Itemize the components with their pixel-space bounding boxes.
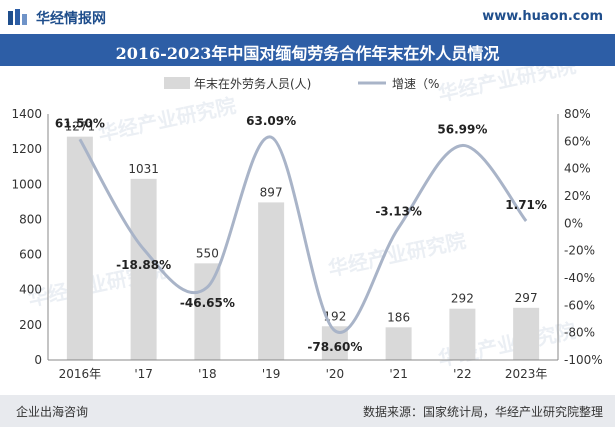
y-right-tick-3: -40% — [564, 271, 595, 285]
bar-0 — [66, 136, 93, 360]
bar-6 — [449, 308, 476, 360]
bar-label-5: 186 — [387, 310, 410, 324]
y-right-tick-0: -100% — [564, 353, 603, 367]
y-right-tick-5: 0% — [564, 216, 583, 230]
bar-1 — [130, 178, 157, 360]
y-right-tick-2: -60% — [564, 298, 595, 312]
logo-icon — [8, 9, 27, 25]
line-label-0: 61.50% — [55, 116, 105, 130]
legend-bar-label: 年末在外劳务人员(人) — [194, 76, 311, 91]
y-left-tick-6: 1200 — [11, 142, 42, 156]
bar-5 — [385, 327, 412, 360]
bar-label-1: 1031 — [128, 162, 159, 176]
bar-label-3: 897 — [260, 185, 283, 199]
y-right-tick-6: 20% — [564, 189, 591, 203]
line-label-3: 63.09% — [246, 114, 296, 128]
bar-label-7: 297 — [515, 291, 538, 305]
y-right-tick-1: -80% — [564, 326, 595, 340]
line-label-7: 1.71% — [505, 198, 547, 212]
y-right-tick-7: 40% — [564, 162, 591, 176]
y-left-tick-4: 800 — [19, 212, 42, 226]
line-label-6: 56.99% — [437, 122, 487, 136]
x-tick-1: '17 — [134, 367, 153, 381]
y-right-tick-9: 80% — [564, 107, 591, 121]
line-label-5: -3.13% — [375, 205, 422, 219]
brand-name: 华经情报网 — [36, 11, 106, 27]
site-url[interactable]: www.huaon.com — [482, 9, 603, 24]
watermark-0: 华经产业研究院 — [96, 93, 238, 146]
growth-line — [78, 135, 528, 334]
footer-source: 数据来源：国家统计局，华经产业研究院整理 — [362, 405, 603, 419]
y-left-tick-0: 0 — [34, 353, 42, 367]
legend-line-label: 增速（% — [392, 77, 439, 91]
x-tick-5: '21 — [389, 367, 408, 381]
footer-left-text: 企业出海咨询 — [16, 405, 89, 419]
bar-2 — [194, 263, 221, 360]
watermark-2: 华经产业研究院 — [436, 66, 578, 106]
footer: 企业出海咨询 数据来源：国家统计局，华经产业研究院整理 — [0, 395, 615, 427]
title-bar: 2016-2023年中国对缅甸劳务合作年末在外人员情况 — [0, 34, 615, 66]
y-left-tick-7: 1400 — [11, 107, 42, 121]
bar-7 — [513, 307, 540, 360]
x-tick-2: '18 — [198, 367, 217, 381]
x-tick-6: '22 — [453, 367, 472, 381]
bar-3 — [258, 202, 285, 360]
y-left-tick-1: 200 — [19, 318, 42, 332]
x-tick-4: '20 — [326, 367, 345, 381]
y-left-tick-2: 400 — [19, 283, 42, 297]
line-label-1: -18.88% — [116, 258, 171, 272]
x-tick-7: 2023年 — [505, 367, 548, 381]
watermark-1: 华经产业研究院 — [326, 228, 468, 281]
y-left-tick-3: 600 — [19, 248, 42, 262]
line-label-2: -46.65% — [180, 296, 235, 310]
chart: 华经产业研究院华经产业研究院华经产业研究院华经产业研究院华经产业研究院年末在外劳… — [11, 66, 603, 381]
y-left-tick-5: 1000 — [11, 177, 42, 191]
top-bar: 华经情报网 www.huaon.com — [0, 0, 615, 34]
x-tick-0: 2016年 — [59, 367, 102, 381]
legend-bar-swatch — [164, 77, 190, 89]
y-right-tick-4: -20% — [564, 244, 595, 258]
chart-title: 2016-2023年中国对缅甸劳务合作年末在外人员情况 — [115, 44, 500, 63]
bar-label-2: 550 — [196, 246, 219, 260]
x-tick-3: '19 — [262, 367, 281, 381]
y-right-tick-8: 60% — [564, 134, 591, 148]
bar-label-6: 292 — [451, 292, 474, 306]
line-label-4: -78.60% — [307, 340, 362, 354]
bar-label-0: 1271 — [65, 120, 96, 134]
